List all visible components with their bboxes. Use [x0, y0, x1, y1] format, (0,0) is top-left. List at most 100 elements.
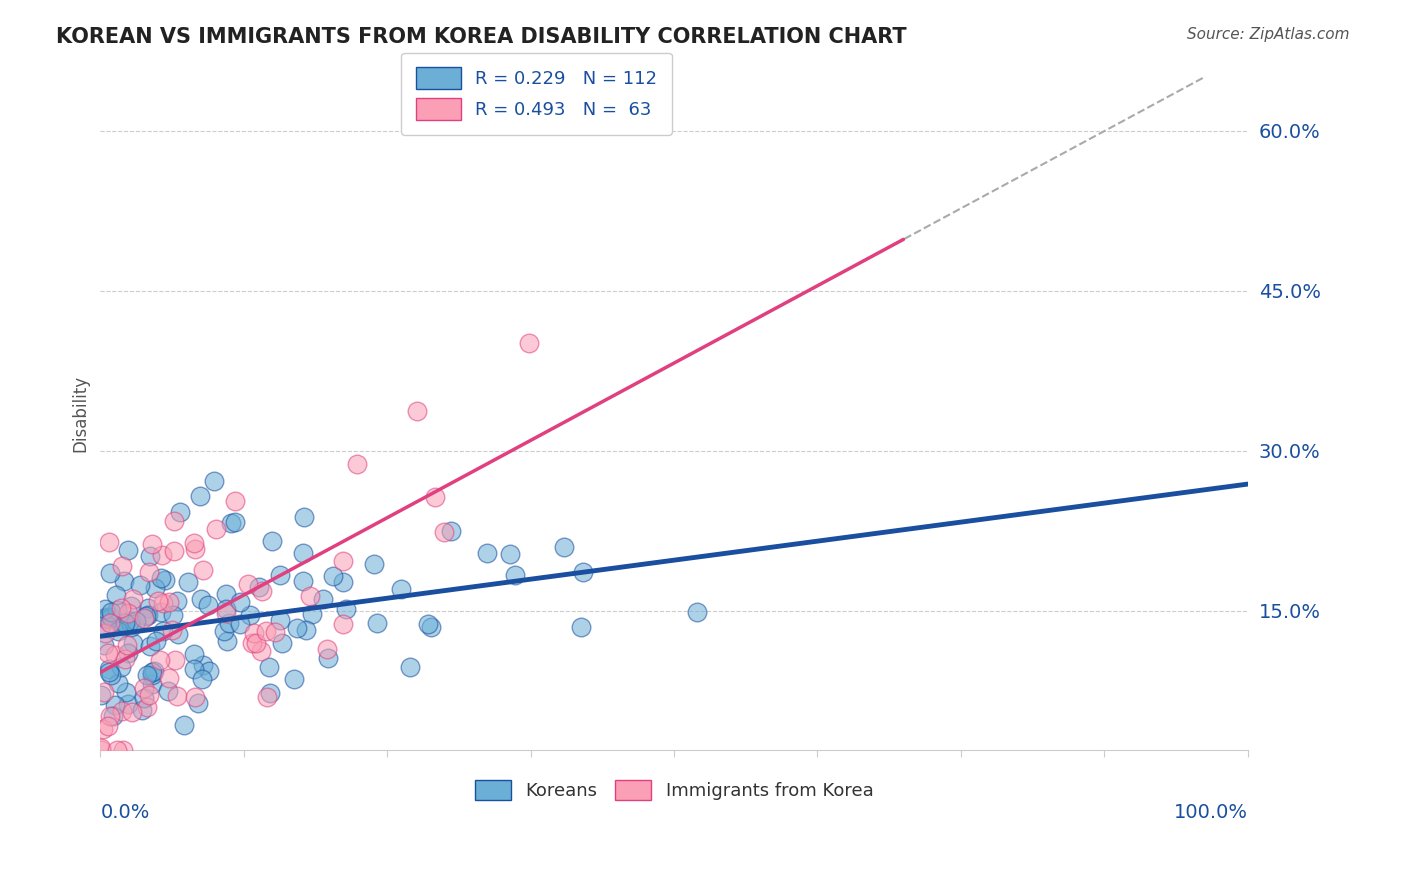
- blue: [292, 509, 315, 524]
- blue: [150, 570, 173, 584]
- blue: [110, 615, 132, 630]
- pink: [215, 606, 238, 620]
- pink: [316, 642, 339, 657]
- pink: [256, 690, 278, 704]
- pink: [249, 644, 271, 658]
- blue: [94, 621, 117, 635]
- pink: [91, 723, 114, 737]
- pink: [166, 689, 188, 703]
- pink: [150, 548, 173, 562]
- blue: [98, 566, 121, 581]
- Y-axis label: Disability: Disability: [72, 375, 89, 452]
- blue: [143, 581, 166, 595]
- pink: [163, 652, 186, 666]
- blue: [107, 624, 129, 639]
- pink: [346, 457, 368, 471]
- blue: [110, 660, 132, 674]
- pink: [98, 709, 121, 723]
- blue: [101, 708, 124, 723]
- Text: 100.0%: 100.0%: [1174, 804, 1247, 822]
- pink: [240, 636, 263, 650]
- blue: [169, 505, 191, 519]
- blue: [139, 640, 162, 654]
- Text: KOREAN VS IMMIGRANTS FROM KOREA DISABILITY CORRELATION CHART: KOREAN VS IMMIGRANTS FROM KOREA DISABILI…: [56, 27, 907, 46]
- blue: [239, 608, 262, 623]
- blue: [122, 635, 145, 649]
- pink: [157, 595, 180, 609]
- blue: [187, 696, 209, 710]
- blue: [475, 546, 498, 560]
- blue: [90, 689, 112, 703]
- blue: [301, 607, 323, 621]
- pink: [238, 577, 260, 591]
- pink: [152, 596, 174, 610]
- blue: [283, 672, 305, 686]
- pink: [138, 565, 160, 579]
- blue: [105, 603, 128, 617]
- blue: [117, 646, 139, 660]
- blue: [136, 668, 159, 682]
- blue: [312, 592, 335, 607]
- pink: [98, 534, 121, 549]
- blue: [131, 703, 153, 717]
- blue: [366, 616, 388, 631]
- blue: [103, 698, 125, 712]
- pink: [135, 700, 157, 714]
- pink: [90, 741, 112, 756]
- blue: [93, 638, 115, 652]
- blue: [259, 686, 281, 700]
- blue: [202, 474, 225, 488]
- blue: [115, 684, 138, 698]
- blue: [97, 662, 120, 676]
- blue: [215, 587, 238, 601]
- pink: [425, 490, 447, 504]
- blue: [183, 647, 205, 661]
- blue: [190, 592, 212, 607]
- blue: [224, 515, 246, 529]
- blue: [322, 569, 344, 583]
- blue: [96, 610, 118, 624]
- pink: [138, 688, 160, 702]
- pink: [224, 493, 246, 508]
- blue: [141, 665, 163, 680]
- blue: [117, 543, 139, 558]
- blue: [191, 672, 214, 686]
- blue: [125, 614, 148, 628]
- pink: [162, 514, 184, 528]
- blue: [114, 616, 136, 631]
- pink: [245, 636, 267, 650]
- pink: [98, 615, 121, 630]
- pink: [97, 719, 120, 733]
- blue: [157, 684, 180, 698]
- Legend: Koreans, Immigrants from Korea: Koreans, Immigrants from Korea: [467, 772, 880, 808]
- blue: [132, 690, 155, 705]
- pink: [104, 648, 127, 663]
- blue: [136, 608, 159, 623]
- pink: [433, 525, 456, 540]
- pink: [191, 563, 214, 577]
- blue: [285, 621, 308, 635]
- pink: [146, 594, 169, 608]
- pink: [332, 553, 354, 567]
- blue: [139, 549, 162, 563]
- pink: [250, 584, 273, 599]
- blue: [141, 676, 163, 690]
- blue: [269, 568, 291, 582]
- blue: [117, 698, 139, 712]
- blue: [215, 602, 238, 616]
- blue: [141, 667, 163, 681]
- pink: [117, 606, 139, 620]
- blue: [198, 664, 221, 678]
- pink: [406, 404, 429, 418]
- pink: [121, 706, 143, 720]
- blue: [120, 599, 142, 613]
- blue: [136, 601, 159, 615]
- pink: [112, 742, 135, 756]
- pink: [183, 690, 205, 704]
- pink: [517, 336, 540, 351]
- pink: [149, 653, 172, 667]
- pink: [115, 639, 138, 653]
- blue: [228, 616, 250, 631]
- blue: [335, 602, 357, 616]
- pink: [90, 742, 112, 756]
